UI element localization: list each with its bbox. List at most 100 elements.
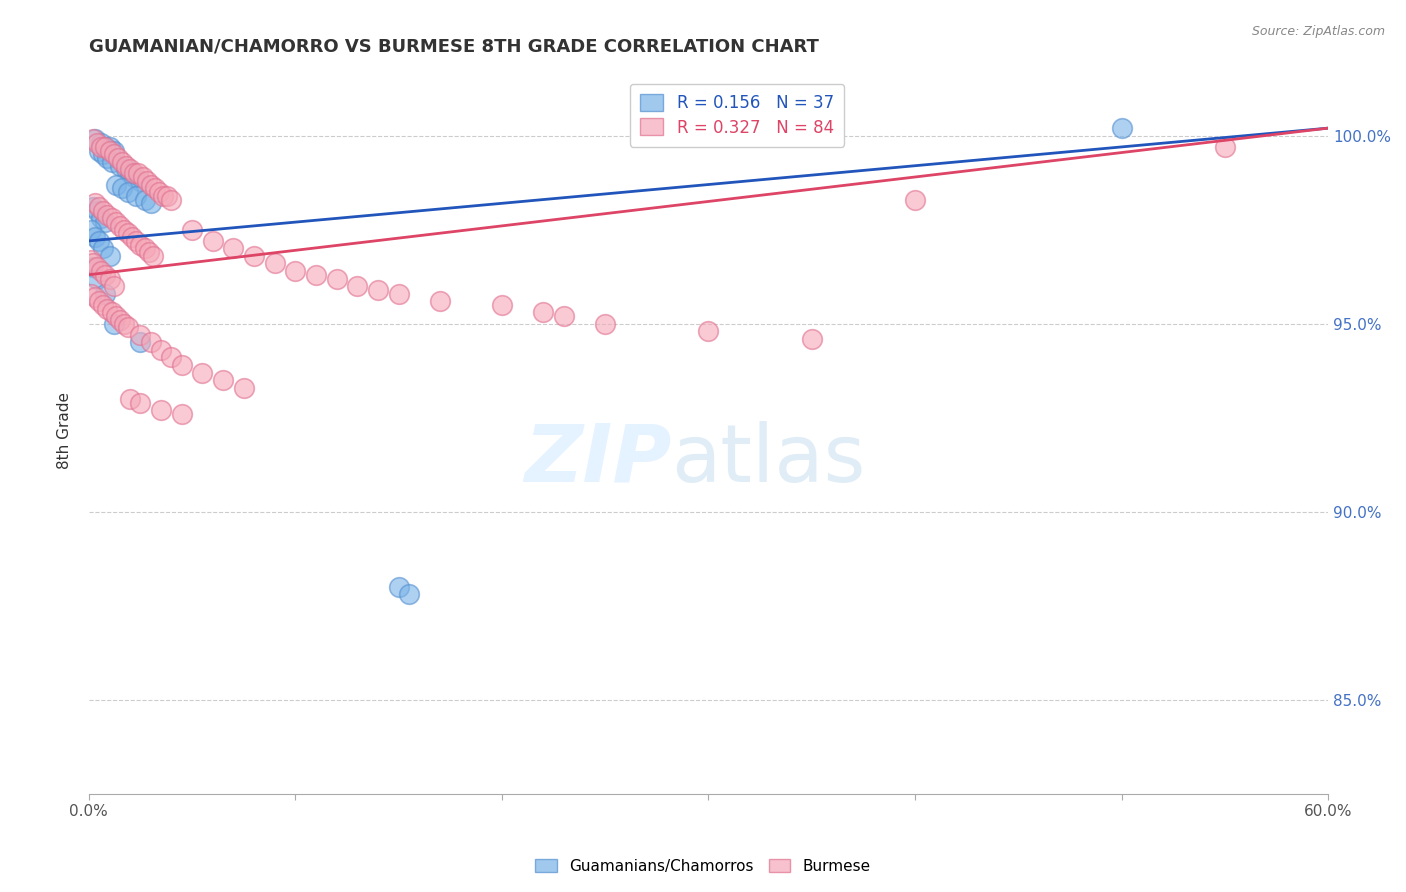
Point	[125, 234, 148, 248]
Point	[98, 144, 121, 158]
Point	[120, 392, 142, 406]
Point	[170, 407, 193, 421]
Point	[139, 335, 162, 350]
Point	[108, 219, 131, 233]
Point	[1213, 140, 1236, 154]
Point	[491, 298, 513, 312]
Point	[325, 271, 347, 285]
Point	[121, 230, 143, 244]
Point	[82, 132, 104, 146]
Point	[94, 140, 117, 154]
Point	[96, 151, 118, 165]
Point	[305, 268, 328, 282]
Point	[103, 317, 125, 331]
Point	[398, 587, 420, 601]
Point	[84, 196, 107, 211]
Point	[139, 178, 162, 192]
Point	[112, 222, 135, 236]
Point	[91, 242, 114, 256]
Point	[94, 140, 117, 154]
Point	[117, 227, 139, 241]
Point	[94, 268, 117, 282]
Point	[800, 332, 823, 346]
Point	[142, 249, 165, 263]
Point	[96, 301, 118, 316]
Point	[129, 327, 152, 342]
Point	[429, 294, 451, 309]
Point	[104, 178, 127, 192]
Point	[150, 343, 173, 357]
Point	[112, 317, 135, 331]
Point	[139, 196, 162, 211]
Point	[143, 181, 166, 195]
Point	[156, 189, 179, 203]
Point	[100, 305, 122, 319]
Point	[90, 264, 112, 278]
Point	[243, 249, 266, 263]
Text: ZIP: ZIP	[524, 421, 671, 499]
Point	[129, 335, 152, 350]
Point	[181, 222, 204, 236]
Point	[131, 169, 153, 184]
Point	[115, 159, 138, 173]
Point	[111, 181, 134, 195]
Point	[127, 166, 149, 180]
Point	[103, 144, 125, 158]
Point	[367, 283, 389, 297]
Text: Source: ZipAtlas.com: Source: ZipAtlas.com	[1251, 25, 1385, 38]
Point	[134, 242, 156, 256]
Point	[84, 230, 107, 244]
Point	[82, 260, 104, 275]
Point	[86, 203, 108, 218]
Point	[90, 140, 112, 154]
Point	[104, 215, 127, 229]
Point	[148, 185, 170, 199]
Point	[388, 286, 411, 301]
Legend: R = 0.156   N = 37, R = 0.327   N = 84: R = 0.156 N = 37, R = 0.327 N = 84	[630, 84, 844, 146]
Y-axis label: 8th Grade: 8th Grade	[58, 392, 72, 469]
Point	[89, 200, 111, 214]
Point	[160, 193, 183, 207]
Point	[129, 174, 152, 188]
Point	[904, 193, 927, 207]
Point	[80, 286, 103, 301]
Point	[1111, 121, 1133, 136]
Point	[108, 313, 131, 327]
Point	[104, 309, 127, 323]
Point	[346, 279, 368, 293]
Point	[232, 380, 254, 394]
Point	[100, 155, 122, 169]
Point	[124, 166, 146, 180]
Point	[593, 317, 616, 331]
Point	[107, 151, 129, 165]
Point	[100, 211, 122, 226]
Point	[388, 580, 411, 594]
Point	[134, 193, 156, 207]
Point	[98, 140, 121, 154]
Legend: Guamanians/Chamorros, Burmese: Guamanians/Chamorros, Burmese	[529, 853, 877, 880]
Point	[108, 159, 131, 173]
Point	[82, 200, 104, 214]
Point	[86, 271, 108, 285]
Point	[120, 162, 142, 177]
Point	[86, 136, 108, 150]
Point	[98, 249, 121, 263]
Point	[160, 351, 183, 365]
Point	[91, 298, 114, 312]
Text: GUAMANIAN/CHAMORRO VS BURMESE 8TH GRADE CORRELATION CHART: GUAMANIAN/CHAMORRO VS BURMESE 8TH GRADE …	[89, 37, 818, 55]
Point	[201, 234, 224, 248]
Point	[90, 211, 112, 226]
Point	[117, 320, 139, 334]
Point	[91, 147, 114, 161]
Point	[120, 166, 142, 180]
Point	[96, 208, 118, 222]
Point	[84, 132, 107, 146]
Point	[86, 260, 108, 275]
Point	[89, 234, 111, 248]
Point	[98, 271, 121, 285]
Point	[91, 203, 114, 218]
Point	[531, 305, 554, 319]
Point	[129, 395, 152, 409]
Point	[191, 366, 214, 380]
Point	[125, 189, 148, 203]
